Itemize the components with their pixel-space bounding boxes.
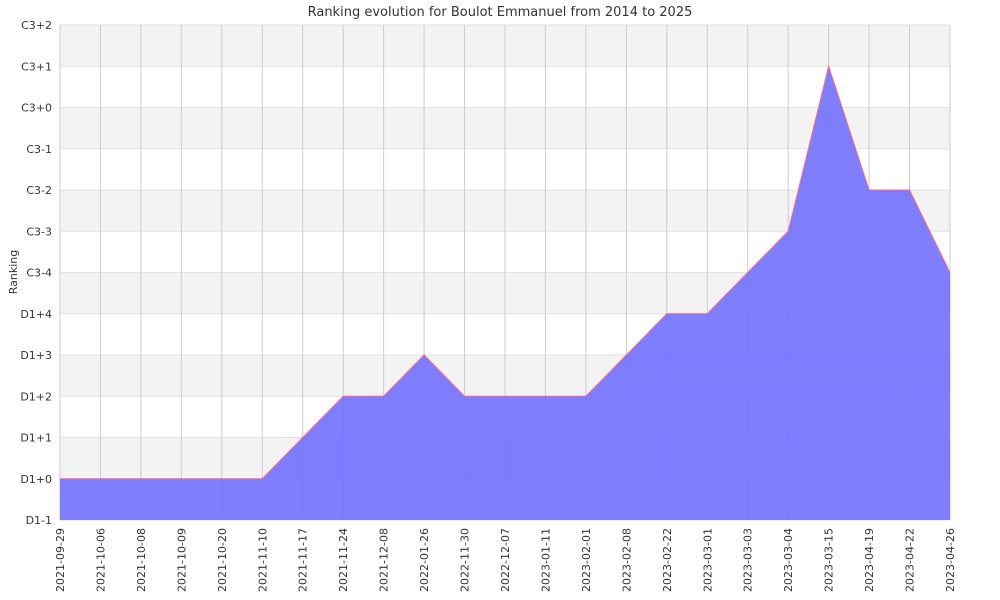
x-tick-label: 2023-04-19 (863, 528, 876, 592)
x-tick-label: 2023-03-01 (701, 528, 714, 592)
y-tick-label: C3+2 (21, 19, 52, 32)
x-tick-label: 2021-11-10 (256, 528, 269, 592)
y-tick-label: C3-4 (26, 267, 52, 280)
x-tick-label: 2021-11-17 (297, 528, 310, 592)
x-tick-label: 2023-01-11 (539, 528, 552, 592)
x-tick-label: 2021-11-24 (337, 528, 350, 592)
x-tick-label: 2021-10-06 (94, 528, 107, 592)
y-tick-label: D1-1 (26, 514, 52, 527)
y-tick-label: C3+0 (21, 102, 52, 115)
x-tick-label: 2021-09-29 (54, 528, 67, 592)
x-tick-label: 2021-12-08 (378, 528, 391, 592)
x-tick-label: 2023-03-15 (823, 528, 836, 592)
ranking-area (60, 66, 950, 520)
x-tick-label: 2023-02-08 (620, 528, 633, 592)
y-axis-label: Ranking (7, 250, 20, 295)
x-tick-label: 2023-04-26 (944, 528, 957, 592)
y-tick-label: C3-1 (26, 143, 52, 156)
y-tick-label: C3+1 (21, 60, 52, 73)
chart-title: Ranking evolution for Boulot Emmanuel fr… (308, 5, 693, 20)
x-tick-label: 2021-10-09 (175, 528, 188, 592)
x-axis-ticks: 2021-09-29 2021-10-06 2021-10-08 2021-10-09… (54, 528, 957, 592)
x-tick-label: 2023-04-22 (904, 528, 917, 592)
y-tick-label: D1+3 (20, 349, 52, 362)
y-tick-label: D1+0 (20, 473, 52, 486)
x-tick-label: 2023-03-03 (742, 528, 755, 592)
x-tick-label: 2023-03-04 (782, 528, 795, 592)
x-tick-label: 2023-02-22 (661, 528, 674, 592)
x-tick-label: 2022-11-30 (459, 528, 472, 592)
y-tick-label: D1+1 (20, 432, 52, 445)
y-tick-label: C3-2 (26, 184, 52, 197)
y-tick-label: D1+4 (20, 308, 52, 321)
y-tick-label: C3-3 (26, 225, 52, 238)
y-axis-ticks: D1-1 D1+0 D1+1 D1+2 D1+3 D1+4 C3-4 C3-3 C3-2 C3-1… (20, 19, 52, 527)
x-tick-label: 2021-10-08 (135, 528, 148, 592)
y-tick-label: D1+2 (20, 390, 52, 403)
x-tick-label: 2023-02-01 (580, 528, 593, 592)
x-tick-label: 2021-10-20 (216, 528, 229, 592)
ranking-line (60, 64, 951, 480)
x-tick-label: 2022-12-07 (499, 528, 512, 592)
x-tick-label: 2022-01-26 (418, 528, 431, 592)
